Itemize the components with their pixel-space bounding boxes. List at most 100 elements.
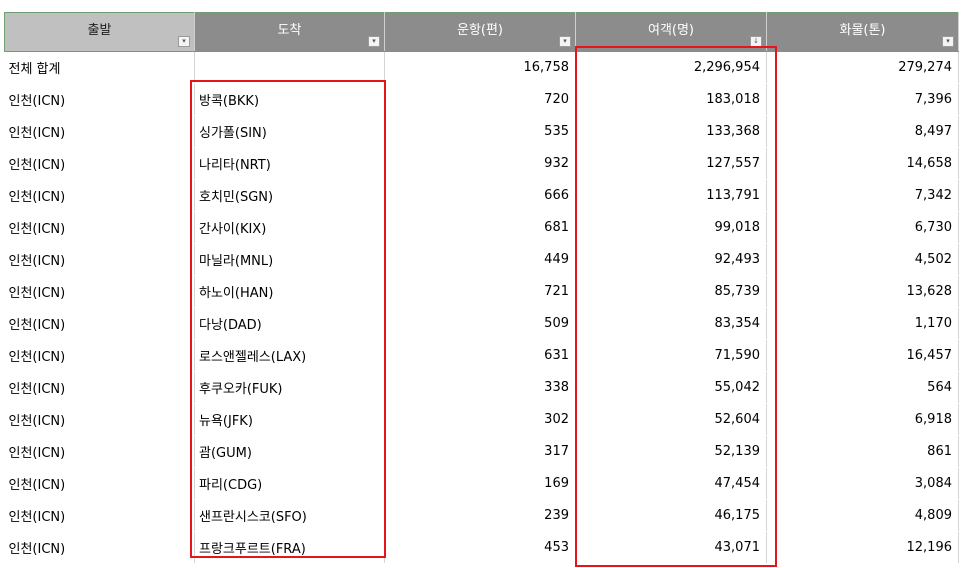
cargo-cell[interactable]: 564 xyxy=(766,371,959,404)
passengers-cell[interactable]: 183,018 xyxy=(575,83,767,116)
passengers-cell[interactable]: 133,368 xyxy=(575,115,767,148)
flights-cell[interactable]: 535 xyxy=(384,115,576,148)
filter-dropdown-icon[interactable]: ▾ xyxy=(942,36,954,47)
table-row: 인천(ICN) 뉴욕(JFK) 302 52,604 6,918 xyxy=(4,403,959,436)
total-flights-cell[interactable]: 16,758 xyxy=(384,51,576,84)
filter-dropdown-icon[interactable]: ▾ xyxy=(368,36,380,47)
cargo-cell[interactable]: 861 xyxy=(766,435,959,468)
cargo-cell[interactable]: 12,196 xyxy=(766,531,959,564)
flights-cell[interactable]: 453 xyxy=(384,531,576,564)
passengers-cell[interactable]: 127,557 xyxy=(575,147,767,180)
origin-cell[interactable]: 인천(ICN) xyxy=(4,211,195,244)
destination-cell[interactable]: 뉴욕(JFK) xyxy=(194,403,385,436)
total-passengers-cell[interactable]: 2,296,954 xyxy=(575,51,767,84)
cargo-cell[interactable]: 6,918 xyxy=(766,403,959,436)
passengers-cell[interactable]: 71,590 xyxy=(575,339,767,372)
passengers-cell[interactable]: 99,018 xyxy=(575,211,767,244)
origin-cell[interactable]: 인천(ICN) xyxy=(4,147,195,180)
flights-cell[interactable]: 239 xyxy=(384,499,576,532)
destination-cell[interactable]: 마닐라(MNL) xyxy=(194,243,385,276)
origin-cell[interactable]: 인천(ICN) xyxy=(4,115,195,148)
cargo-cell[interactable]: 16,457 xyxy=(766,339,959,372)
table-row: 인천(ICN) 파리(CDG) 169 47,454 3,084 xyxy=(4,467,959,500)
header-row: 출발 ▾ 도착 ▾ 운항(편) ▾ 여객(명) ↓ 화물(톤) ▾ xyxy=(4,12,959,52)
cargo-cell[interactable]: 7,396 xyxy=(766,83,959,116)
table-row: 인천(ICN) 다낭(DAD) 509 83,354 1,170 xyxy=(4,307,959,340)
header-passengers[interactable]: 여객(명) ↓ xyxy=(575,12,767,52)
total-label-cell[interactable]: 전체 합계 xyxy=(4,51,195,84)
flights-cell[interactable]: 302 xyxy=(384,403,576,436)
cargo-cell[interactable]: 4,809 xyxy=(766,499,959,532)
passengers-cell[interactable]: 52,139 xyxy=(575,435,767,468)
flights-cell[interactable]: 681 xyxy=(384,211,576,244)
total-destination-cell[interactable] xyxy=(194,51,385,84)
cargo-cell[interactable]: 3,084 xyxy=(766,467,959,500)
origin-cell[interactable]: 인천(ICN) xyxy=(4,83,195,116)
cargo-cell[interactable]: 6,730 xyxy=(766,211,959,244)
header-origin[interactable]: 출발 ▾ xyxy=(4,12,195,52)
destination-cell[interactable]: 싱가폴(SIN) xyxy=(194,115,385,148)
passengers-cell[interactable]: 92,493 xyxy=(575,243,767,276)
passengers-cell[interactable]: 55,042 xyxy=(575,371,767,404)
header-flights[interactable]: 운항(편) ▾ xyxy=(384,12,576,52)
flights-cell[interactable]: 631 xyxy=(384,339,576,372)
flights-cell[interactable]: 169 xyxy=(384,467,576,500)
origin-cell[interactable]: 인천(ICN) xyxy=(4,467,195,500)
destination-cell[interactable]: 후쿠오카(FUK) xyxy=(194,371,385,404)
destination-cell[interactable]: 로스앤젤레스(LAX) xyxy=(194,339,385,372)
passengers-cell[interactable]: 47,454 xyxy=(575,467,767,500)
destination-cell[interactable]: 파리(CDG) xyxy=(194,467,385,500)
destination-cell[interactable]: 호치민(SGN) xyxy=(194,179,385,212)
cargo-cell[interactable]: 13,628 xyxy=(766,275,959,308)
header-label: 도착 xyxy=(277,23,302,38)
filter-dropdown-icon[interactable]: ▾ xyxy=(178,36,190,47)
filter-sorted-icon[interactable]: ↓ xyxy=(750,36,762,47)
origin-cell[interactable]: 인천(ICN) xyxy=(4,179,195,212)
flights-cell[interactable]: 338 xyxy=(384,371,576,404)
origin-cell[interactable]: 인천(ICN) xyxy=(4,243,195,276)
flights-cell[interactable]: 721 xyxy=(384,275,576,308)
destination-cell[interactable]: 괌(GUM) xyxy=(194,435,385,468)
cargo-cell[interactable]: 1,170 xyxy=(766,307,959,340)
filter-dropdown-icon[interactable]: ▾ xyxy=(559,36,571,47)
flights-cell[interactable]: 449 xyxy=(384,243,576,276)
cargo-cell[interactable]: 14,658 xyxy=(766,147,959,180)
header-label: 여객(명) xyxy=(647,23,695,38)
origin-cell[interactable]: 인천(ICN) xyxy=(4,371,195,404)
cargo-cell[interactable]: 8,497 xyxy=(766,115,959,148)
origin-cell[interactable]: 인천(ICN) xyxy=(4,531,195,564)
flights-cell[interactable]: 509 xyxy=(384,307,576,340)
passengers-cell[interactable]: 85,739 xyxy=(575,275,767,308)
flights-cell[interactable]: 666 xyxy=(384,179,576,212)
cargo-cell[interactable]: 4,502 xyxy=(766,243,959,276)
cargo-cell[interactable]: 7,342 xyxy=(766,179,959,212)
origin-cell[interactable]: 인천(ICN) xyxy=(4,275,195,308)
destination-cell[interactable]: 하노이(HAN) xyxy=(194,275,385,308)
passengers-cell[interactable]: 83,354 xyxy=(575,307,767,340)
table-row: 인천(ICN) 괌(GUM) 317 52,139 861 xyxy=(4,435,959,468)
total-cargo-cell[interactable]: 279,274 xyxy=(766,51,959,84)
table-row: 인천(ICN) 마닐라(MNL) 449 92,493 4,502 xyxy=(4,243,959,276)
passengers-cell[interactable]: 43,071 xyxy=(575,531,767,564)
destination-cell[interactable]: 간사이(KIX) xyxy=(194,211,385,244)
destination-cell[interactable]: 샌프란시스코(SFO) xyxy=(194,499,385,532)
passengers-cell[interactable]: 52,604 xyxy=(575,403,767,436)
passengers-cell[interactable]: 46,175 xyxy=(575,499,767,532)
destination-cell[interactable]: 나리타(NRT) xyxy=(194,147,385,180)
header-label: 출발 xyxy=(87,23,112,38)
flights-cell[interactable]: 720 xyxy=(384,83,576,116)
origin-cell[interactable]: 인천(ICN) xyxy=(4,435,195,468)
flights-cell[interactable]: 317 xyxy=(384,435,576,468)
destination-cell[interactable]: 다낭(DAD) xyxy=(194,307,385,340)
passengers-cell[interactable]: 113,791 xyxy=(575,179,767,212)
origin-cell[interactable]: 인천(ICN) xyxy=(4,307,195,340)
header-cargo[interactable]: 화물(톤) ▾ xyxy=(766,12,959,52)
flights-cell[interactable]: 932 xyxy=(384,147,576,180)
origin-cell[interactable]: 인천(ICN) xyxy=(4,339,195,372)
origin-cell[interactable]: 인천(ICN) xyxy=(4,403,195,436)
destination-cell[interactable]: 방콕(BKK) xyxy=(194,83,385,116)
origin-cell[interactable]: 인천(ICN) xyxy=(4,499,195,532)
header-destination[interactable]: 도착 ▾ xyxy=(194,12,385,52)
destination-cell[interactable]: 프랑크푸르트(FRA) xyxy=(194,531,385,564)
